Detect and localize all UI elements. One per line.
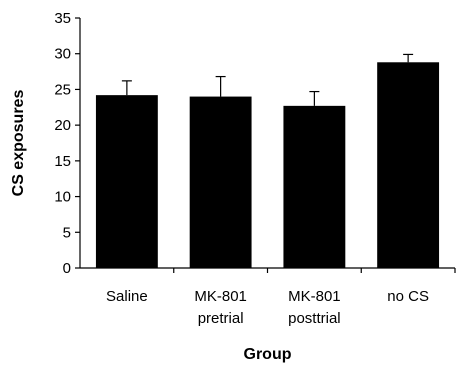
x-tick-label: Saline — [106, 288, 148, 305]
y-tick-label: 25 — [54, 81, 71, 98]
x-tick-label: MK-801 pretrial — [194, 288, 247, 327]
x-tick-label-line: posttrial — [288, 310, 341, 327]
y-tick-label: 5 — [63, 224, 71, 241]
x-axis-tick-labels: Saline MK-801 pretrial MK-801 posttrial no CS — [106, 268, 456, 327]
x-tick-label-line: Saline — [106, 288, 148, 305]
y-tick-label: 15 — [54, 153, 71, 170]
x-tick-label-line: MK-801 — [288, 288, 341, 305]
x-axis-title: Group — [244, 346, 292, 363]
y-tick-label: 30 — [54, 46, 71, 63]
error-bars — [121, 53, 414, 106]
y-tick-label: 20 — [54, 117, 71, 134]
y-tick-label: 10 — [54, 189, 71, 206]
x-tick-label-line: no CS — [387, 288, 429, 305]
x-tick-label-line: MK-801 — [194, 288, 247, 305]
y-axis-ticks: 0 5 10 15 20 25 30 35 — [54, 10, 80, 277]
y-axis-title: CS exposures — [10, 90, 27, 197]
bar — [377, 62, 440, 269]
x-tick-label: no CS — [387, 288, 429, 305]
bars — [95, 62, 440, 269]
x-tick-label: MK-801 posttrial — [288, 288, 341, 327]
bar — [283, 105, 346, 268]
bar — [189, 96, 252, 268]
y-tick-label: 0 — [63, 260, 71, 277]
bar — [95, 95, 158, 269]
x-tick-label-line: pretrial — [198, 310, 244, 327]
y-tick-label: 35 — [54, 10, 71, 27]
